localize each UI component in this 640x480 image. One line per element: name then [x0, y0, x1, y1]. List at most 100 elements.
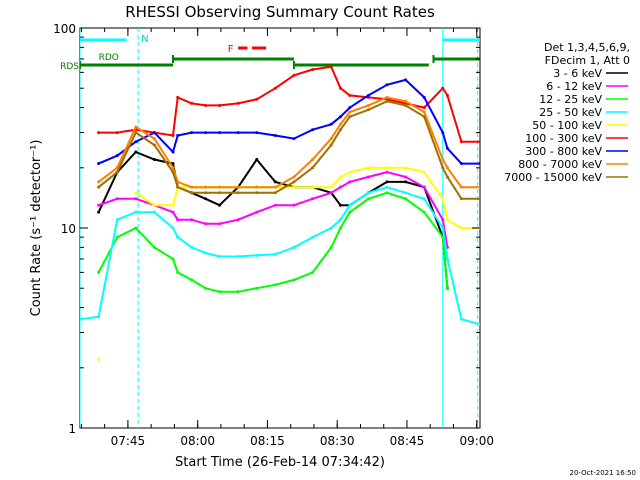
- x-tick-label-5: 09:00: [459, 434, 494, 448]
- series-3-point-12: [273, 252, 277, 256]
- series-3-point-4: [152, 210, 156, 214]
- series-5-point-24: [459, 140, 463, 144]
- series-5-point-8: [204, 103, 208, 107]
- series-2-point-23: [445, 286, 449, 290]
- legend-label-8: 7000 - 15000 keV: [504, 171, 602, 184]
- series-3-point-22: [441, 226, 445, 230]
- series-0-point-1: [97, 210, 101, 214]
- series-1-point-8: [204, 222, 208, 226]
- y-tick-label-0: 1: [68, 422, 76, 436]
- series-8-point-8: [204, 191, 208, 195]
- series-3-point-10: [236, 255, 240, 259]
- series-3-point-7: [190, 245, 194, 249]
- series-5-point-7: [190, 101, 194, 105]
- series-2-point-5: [171, 257, 175, 261]
- series-8-point-24: [459, 197, 463, 201]
- series-3-point-5: [171, 226, 175, 230]
- series-1-point-5: [171, 210, 175, 214]
- series-8-point-23: [445, 175, 449, 179]
- series-7-point-1: [97, 180, 101, 184]
- series-5-point-13: [292, 73, 296, 77]
- series-2-point-1: [97, 270, 101, 274]
- series-4-point-1: [97, 358, 101, 362]
- series-3-point-8: [204, 251, 208, 255]
- x-tick-label-2: 08:15: [250, 434, 285, 448]
- series-4-point-4: [152, 203, 156, 207]
- series-1-point-16: [338, 185, 342, 189]
- series-8-point-20: [404, 103, 408, 107]
- series-6-point-10: [236, 131, 240, 135]
- series-8-point-25: [478, 197, 480, 201]
- y-tick-label-1: 10: [61, 222, 76, 236]
- series-3-point-15: [329, 226, 333, 230]
- series-1-point-11: [255, 210, 259, 214]
- x-tick-label-0: 07:45: [111, 434, 146, 448]
- series-0-point-8: [204, 197, 208, 201]
- series-3-point-14: [311, 235, 315, 239]
- series-8-point-9: [218, 191, 222, 195]
- series-0-point-12: [273, 180, 277, 184]
- series-6-point-13: [292, 137, 296, 141]
- series-6-point-14: [311, 128, 315, 132]
- series-5-point-6: [176, 95, 180, 99]
- series-line-7: [97, 96, 480, 189]
- series-3-point-2: [115, 218, 119, 222]
- series-2-point-21: [422, 210, 426, 214]
- series-8-point-6: [176, 185, 180, 189]
- chart-title: RHESSI Observing Summary Count Rates: [125, 3, 435, 21]
- series-1-point-1: [97, 203, 101, 207]
- series-7-point-16: [338, 122, 342, 126]
- footer-timestamp: 20-Oct-2021 16:50: [570, 469, 636, 477]
- series-2-point-3: [134, 226, 138, 230]
- series-7-point-15: [329, 137, 333, 141]
- series-5-point-23: [445, 93, 449, 97]
- series-1-point-18: [366, 175, 370, 179]
- series-6-point-8: [204, 131, 208, 135]
- series-2-point-11: [255, 286, 259, 290]
- axes-group: 07:45 08:00 08:15 08:30 08:45 09:00 1 10 100: [53, 22, 494, 448]
- series-6-point-16: [338, 115, 342, 119]
- series-6-point-1: [97, 162, 101, 166]
- series-5-point-5: [171, 134, 175, 138]
- x-tick-label-1: 08:00: [180, 434, 215, 448]
- series-8-point-16: [338, 128, 342, 132]
- series-7-point-17: [348, 110, 352, 114]
- series-4-point-16: [338, 175, 342, 179]
- series-6-point-5: [171, 150, 175, 154]
- series-0-point-4: [152, 158, 156, 162]
- series-3-point-1: [97, 315, 101, 319]
- series-8-point-4: [152, 143, 156, 147]
- y-tick-label-2: 100: [53, 22, 76, 36]
- series-6-point-24: [459, 162, 463, 166]
- series-1-point-15: [329, 191, 333, 195]
- series-8-point-14: [311, 166, 315, 170]
- series-0-point-20: [404, 180, 408, 184]
- series-2-point-4: [152, 245, 156, 249]
- series-6-point-19: [385, 83, 389, 87]
- series-7-point-13: [292, 175, 296, 179]
- series-8-point-15: [329, 143, 333, 147]
- annotation-overlays: [80, 28, 480, 428]
- series-6-point-21: [422, 95, 426, 99]
- series-5-point-2: [115, 131, 119, 135]
- series-3-point-17: [348, 203, 352, 207]
- series-6-point-4: [152, 131, 156, 135]
- series-3-point-0: [80, 317, 82, 321]
- series-6-point-23: [445, 146, 449, 150]
- series-7-point-8: [204, 185, 208, 189]
- night-label: N: [141, 34, 148, 45]
- series-5-point-16: [338, 86, 342, 90]
- series-2-point-17: [348, 210, 352, 214]
- series-2-point-13: [292, 278, 296, 282]
- series-4-point-20: [404, 166, 408, 170]
- series-8-point-12: [273, 191, 277, 195]
- series-4-point-18: [366, 166, 370, 170]
- x-tick-label-3: 08:30: [320, 434, 355, 448]
- series-6-point-17: [348, 106, 352, 110]
- legend-header-line2: FDecim 1, Att 0: [545, 54, 630, 67]
- series-7-point-25: [478, 185, 480, 189]
- series-1-point-20: [404, 175, 408, 179]
- series-0-point-5: [171, 162, 175, 166]
- series-2-point-20: [404, 197, 408, 201]
